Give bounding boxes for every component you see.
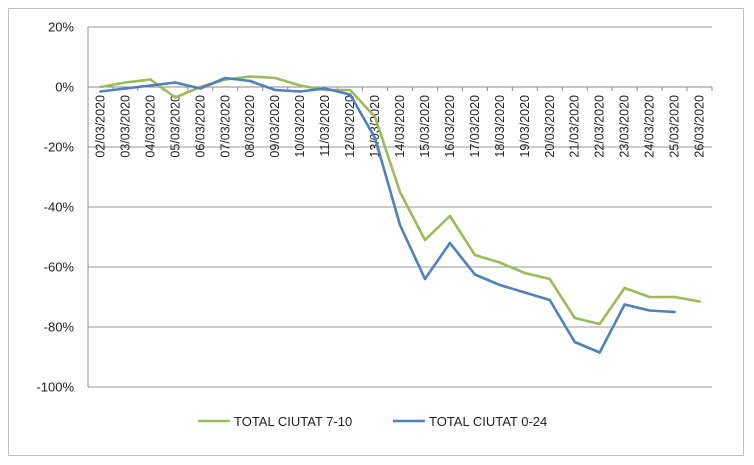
data-point (673, 295, 676, 299)
x-tick-label: 13/03/2020 (368, 95, 382, 158)
data-point (523, 271, 526, 275)
legend-label: TOTAL CIUTAT 0-24 (429, 414, 547, 429)
y-tick-label: -20% (44, 140, 75, 155)
x-tick-label: 20/03/2020 (543, 95, 557, 158)
y-tick-label: 0% (55, 80, 74, 95)
x-tick-label: 24/03/2020 (643, 95, 657, 158)
data-point (149, 84, 152, 87)
data-point (448, 241, 452, 245)
data-point (274, 88, 277, 92)
data-point (423, 277, 427, 281)
data-point (448, 214, 452, 218)
data-point (249, 75, 252, 78)
x-tick-label: 18/03/2020 (493, 95, 507, 158)
data-point (423, 238, 427, 242)
data-point (598, 322, 601, 326)
series-line (99, 76, 676, 354)
x-tick-label: 03/03/2020 (118, 95, 132, 158)
x-tick-label: 02/03/2020 (93, 95, 107, 158)
data-point (598, 351, 601, 354)
data-point (498, 261, 502, 264)
x-tick-label: 07/03/2020 (218, 95, 232, 158)
data-point (373, 115, 377, 119)
data-point (348, 93, 352, 96)
x-tick-label: 23/03/2020 (618, 95, 632, 158)
data-point (249, 79, 252, 83)
x-tick-label: 05/03/2020 (168, 95, 182, 158)
data-point (673, 310, 676, 314)
data-point (298, 84, 302, 87)
x-tick-label: 08/03/2020 (243, 95, 257, 158)
y-tick-label: 20% (48, 20, 74, 35)
data-point (398, 190, 402, 194)
data-point (199, 87, 202, 90)
data-point (298, 90, 302, 93)
x-tick-label: 22/03/2020 (593, 95, 607, 158)
legend-label: TOTAL CIUTAT 7-10 (234, 414, 352, 429)
data-point (548, 277, 551, 281)
x-tick-label: 16/03/2020 (443, 95, 457, 158)
data-point (623, 303, 626, 306)
x-tick-label: 12/03/2020 (343, 95, 357, 158)
x-tick-label: 04/03/2020 (143, 95, 157, 158)
x-tick-label: 19/03/2020 (518, 95, 532, 158)
data-point (224, 76, 227, 80)
data-point (498, 283, 502, 287)
data-point (698, 300, 701, 303)
y-tick-label: -40% (44, 200, 75, 215)
x-tick-label: 11/03/2020 (318, 95, 332, 157)
data-point (548, 298, 551, 302)
x-tick-label: 14/03/2020 (393, 95, 407, 158)
data-point (398, 223, 402, 227)
data-point (124, 81, 127, 84)
data-point (648, 295, 651, 299)
data-point (274, 76, 277, 80)
x-tick-label: 06/03/2020 (193, 95, 207, 158)
y-tick-label: -100% (36, 380, 74, 395)
x-tick-label: 10/03/2020 (293, 95, 307, 158)
data-point (124, 87, 127, 90)
y-tick-label: -60% (44, 260, 75, 275)
data-point (348, 88, 352, 92)
x-tick-label: 21/03/2020 (568, 95, 582, 158)
data-point (523, 291, 526, 294)
data-point (648, 309, 651, 312)
x-tick-label: 26/03/2020 (693, 95, 707, 158)
data-point (573, 316, 576, 320)
data-point (99, 85, 102, 89)
data-point (473, 253, 477, 257)
x-tick-label: 09/03/2020 (268, 95, 282, 158)
data-point (323, 87, 327, 90)
x-tick-label: 15/03/2020 (418, 95, 432, 158)
data-point (373, 136, 377, 140)
y-tick-label: -80% (44, 320, 75, 335)
data-point (573, 340, 576, 344)
x-tick-label: 17/03/2020 (468, 95, 482, 158)
data-point (174, 81, 177, 84)
data-point (149, 78, 152, 81)
data-point (623, 286, 626, 290)
data-point (473, 273, 477, 276)
data-point (174, 96, 177, 99)
x-tick-label: 25/03/2020 (668, 95, 682, 158)
data-point (99, 90, 102, 93)
